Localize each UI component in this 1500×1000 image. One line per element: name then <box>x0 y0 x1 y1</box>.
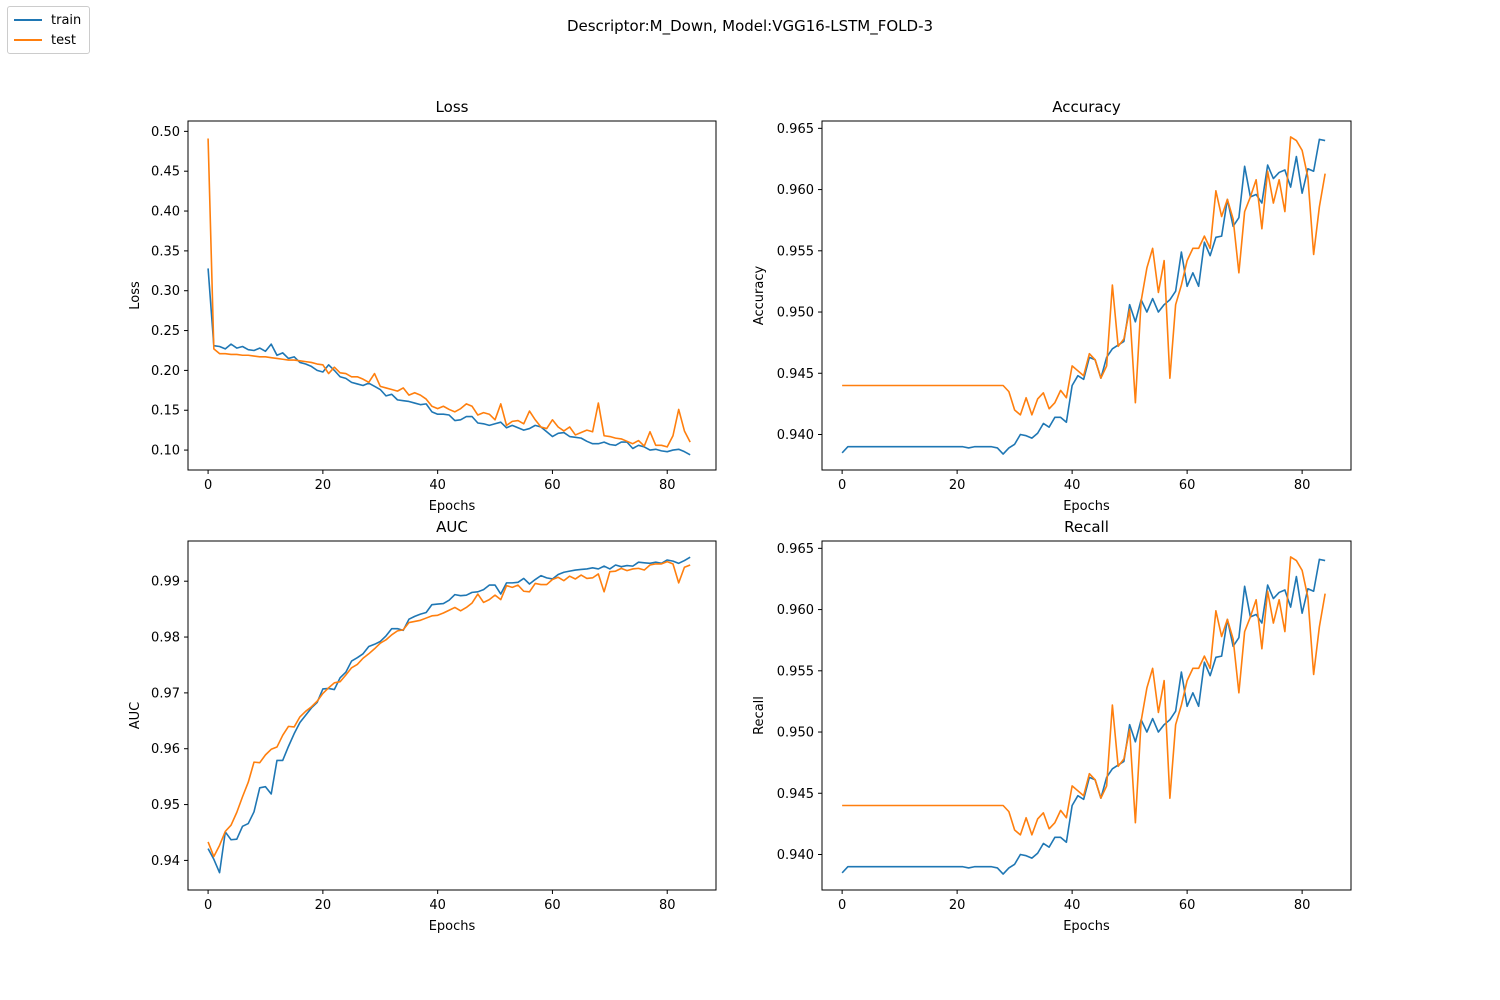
y-axis-label: Recall <box>752 696 767 735</box>
x-tick-label: 60 <box>1179 478 1196 493</box>
series-line-recall-train <box>841 558 1326 875</box>
x-tick-label: 20 <box>315 478 332 493</box>
x-axis-label: Epochs <box>1063 499 1110 514</box>
y-tick-label: 0.960 <box>777 603 814 618</box>
plot-frame-loss <box>187 120 717 471</box>
legend-label-test: test <box>51 32 76 48</box>
legend-item-train: train <box>14 12 81 28</box>
plot-frame-recall <box>821 540 1352 891</box>
y-axis-label: AUC <box>128 702 143 730</box>
x-tick-label: 60 <box>544 898 561 913</box>
x-tick-label: 80 <box>1294 478 1311 493</box>
legend-label-train: train <box>51 12 82 28</box>
y-tick-label: 0.25 <box>151 324 180 339</box>
chart-title-auc: AUC <box>436 518 468 536</box>
legend: train test <box>7 6 90 54</box>
x-tick-label: 80 <box>659 898 676 913</box>
chart-title-accuracy: Accuracy <box>1052 98 1121 116</box>
y-tick-label: 0.945 <box>777 787 814 802</box>
x-tick-label: 60 <box>544 478 561 493</box>
y-tick-label: 0.98 <box>151 631 180 646</box>
x-tick-label: 80 <box>659 478 676 493</box>
x-tick-label: 40 <box>1064 478 1081 493</box>
y-tick-label: 0.955 <box>777 244 814 259</box>
plot-frame-accuracy <box>821 120 1352 471</box>
y-tick-label: 0.940 <box>777 848 814 863</box>
y-tick-label: 0.99 <box>151 575 180 590</box>
x-tick-label: 0 <box>838 478 846 493</box>
x-axis-label: Epochs <box>429 499 476 514</box>
y-tick-label: 0.945 <box>777 367 814 382</box>
legend-swatch-test <box>14 39 42 41</box>
x-tick-label: 40 <box>1064 898 1081 913</box>
y-tick-label: 0.94 <box>151 854 180 869</box>
y-tick-label: 0.95 <box>151 798 180 813</box>
y-tick-label: 0.50 <box>151 125 180 140</box>
chart-title-loss: Loss <box>436 98 469 116</box>
y-axis-label: Accuracy <box>752 266 767 326</box>
x-axis-label: Epochs <box>429 919 476 934</box>
chart-accuracy: 0 20 40 60 80 0.940 0.945 0.950 0.955 0.960 0.965 A… <box>752 98 1352 514</box>
legend-swatch-train <box>14 19 42 21</box>
y-tick-label: 0.40 <box>151 205 180 220</box>
y-tick-label: 0.965 <box>777 542 814 557</box>
x-tick-label: 40 <box>429 478 446 493</box>
y-tick-label: 0.950 <box>777 726 814 741</box>
x-tick-label: 0 <box>838 898 846 913</box>
x-tick-label: 0 <box>204 898 212 913</box>
y-tick-label: 0.960 <box>777 183 814 198</box>
y-tick-label: 0.955 <box>777 664 814 679</box>
y-tick-label: 0.45 <box>151 165 180 180</box>
y-tick-label: 0.20 <box>151 364 180 379</box>
x-tick-label: 20 <box>315 898 332 913</box>
y-tick-label: 0.15 <box>151 404 180 419</box>
y-tick-label: 0.35 <box>151 244 180 259</box>
series-line-auc-train <box>207 556 691 874</box>
x-tick-label: 60 <box>1179 898 1196 913</box>
y-tick-label: 0.950 <box>777 306 814 321</box>
series-line-loss-test <box>207 138 691 448</box>
x-tick-label: 80 <box>1294 898 1311 913</box>
figure-title: Descriptor:M_Down, Model:VGG16-LSTM_FOLD… <box>566 17 934 35</box>
x-tick-label: 20 <box>949 478 966 493</box>
x-tick-label: 40 <box>429 898 446 913</box>
series-line-accuracy-train <box>841 138 1326 455</box>
series-line-auc-test <box>207 560 691 858</box>
chart-recall: 0 20 40 60 80 0.940 0.945 0.950 0.955 0.960 0.965 R… <box>752 518 1352 934</box>
y-tick-label: 0.97 <box>151 686 180 701</box>
y-tick-label: 0.30 <box>151 284 180 299</box>
series-line-accuracy-test <box>842 136 1326 416</box>
plot-frame-auc <box>187 540 717 891</box>
series-line-recall-test <box>842 556 1326 836</box>
y-axis-label: Loss <box>128 281 143 310</box>
series-line-loss-train <box>207 268 691 456</box>
y-tick-label: 0.965 <box>777 122 814 137</box>
legend-item-test: test <box>14 32 76 48</box>
chart-title-recall: Recall <box>1064 518 1109 536</box>
y-tick-label: 0.10 <box>151 444 180 459</box>
chart-loss: 0 20 40 60 80 0.10 0.15 0.20 0.25 0.30 0.35 0.40 0.4… <box>128 98 717 514</box>
x-tick-label: 20 <box>949 898 966 913</box>
y-tick-label: 0.96 <box>151 742 180 757</box>
x-tick-label: 0 <box>204 478 212 493</box>
x-axis-label: Epochs <box>1063 919 1110 934</box>
y-tick-label: 0.940 <box>777 428 814 443</box>
chart-auc: 0 20 40 60 80 0.94 0.95 0.96 0.97 0.98 0.99 AUC Epoc… <box>128 518 717 934</box>
